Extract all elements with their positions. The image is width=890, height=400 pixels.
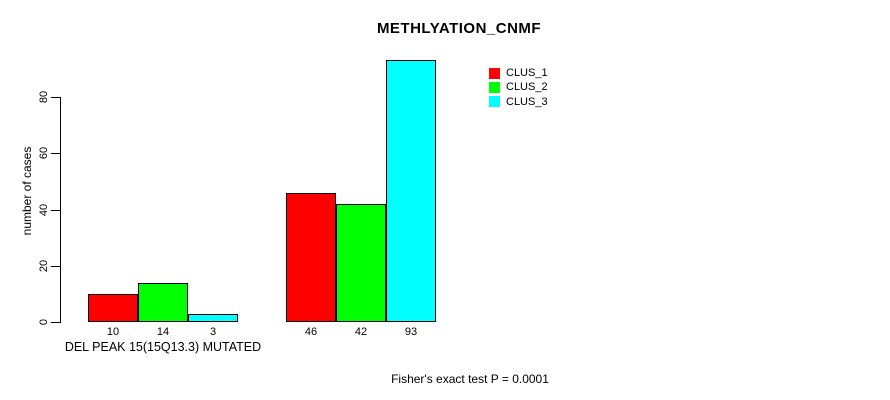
chart-title: METHLYATION_CNMF	[376, 20, 542, 37]
bar-clus_2-group2	[336, 203, 386, 322]
y-axis-line	[60, 97, 61, 323]
bar-value-label: 42	[354, 326, 368, 338]
legend-item-clus_1: CLUS_1	[489, 66, 548, 80]
bar-clus_3-group1	[188, 313, 238, 322]
legend-swatch-icon	[489, 96, 500, 108]
bar-value-label: 46	[304, 326, 318, 338]
bar-value-label: 14	[156, 326, 170, 338]
y-axis-tick-label: 40	[38, 203, 50, 216]
legend-item-clus_2: CLUS_2	[489, 80, 548, 94]
bar-clus_3-group2	[386, 60, 436, 322]
bar-value-label: 93	[404, 326, 418, 338]
y-axis-tick	[51, 97, 60, 98]
legend-label: CLUS_2	[506, 81, 548, 94]
x-axis-group-label: DEL PEAK 15(15Q13.3) MUTATED	[64, 340, 262, 354]
legend: CLUS_1 CLUS_2 CLUS_3	[489, 66, 548, 109]
y-axis-tick	[51, 322, 60, 323]
bar-clus_1-group1	[88, 293, 138, 322]
legend-swatch-icon	[489, 67, 500, 79]
y-axis-tick-label: 0	[38, 318, 50, 326]
legend-item-clus_3: CLUS_3	[489, 95, 548, 109]
bar-clus_1-group2	[286, 192, 336, 322]
y-axis-tick-label: 20	[38, 259, 50, 272]
legend-label: CLUS_3	[506, 95, 548, 108]
bar-clus_2-group1	[138, 282, 188, 322]
y-axis-tick	[51, 209, 60, 211]
y-axis-tick-label: 80	[38, 90, 50, 104]
y-axis-tick	[51, 265, 60, 267]
legend-swatch-icon	[489, 81, 500, 93]
bar-value-label: 3	[209, 326, 217, 338]
footnote-fishers-test: Fisher's exact test P = 0.0001	[391, 372, 549, 386]
bar-value-label: 10	[106, 326, 120, 338]
y-axis-tick-label: 60	[38, 147, 50, 160]
legend-label: CLUS_1	[506, 67, 548, 80]
y-axis-tick	[51, 153, 60, 155]
y-axis-label: number of cases	[20, 146, 34, 236]
